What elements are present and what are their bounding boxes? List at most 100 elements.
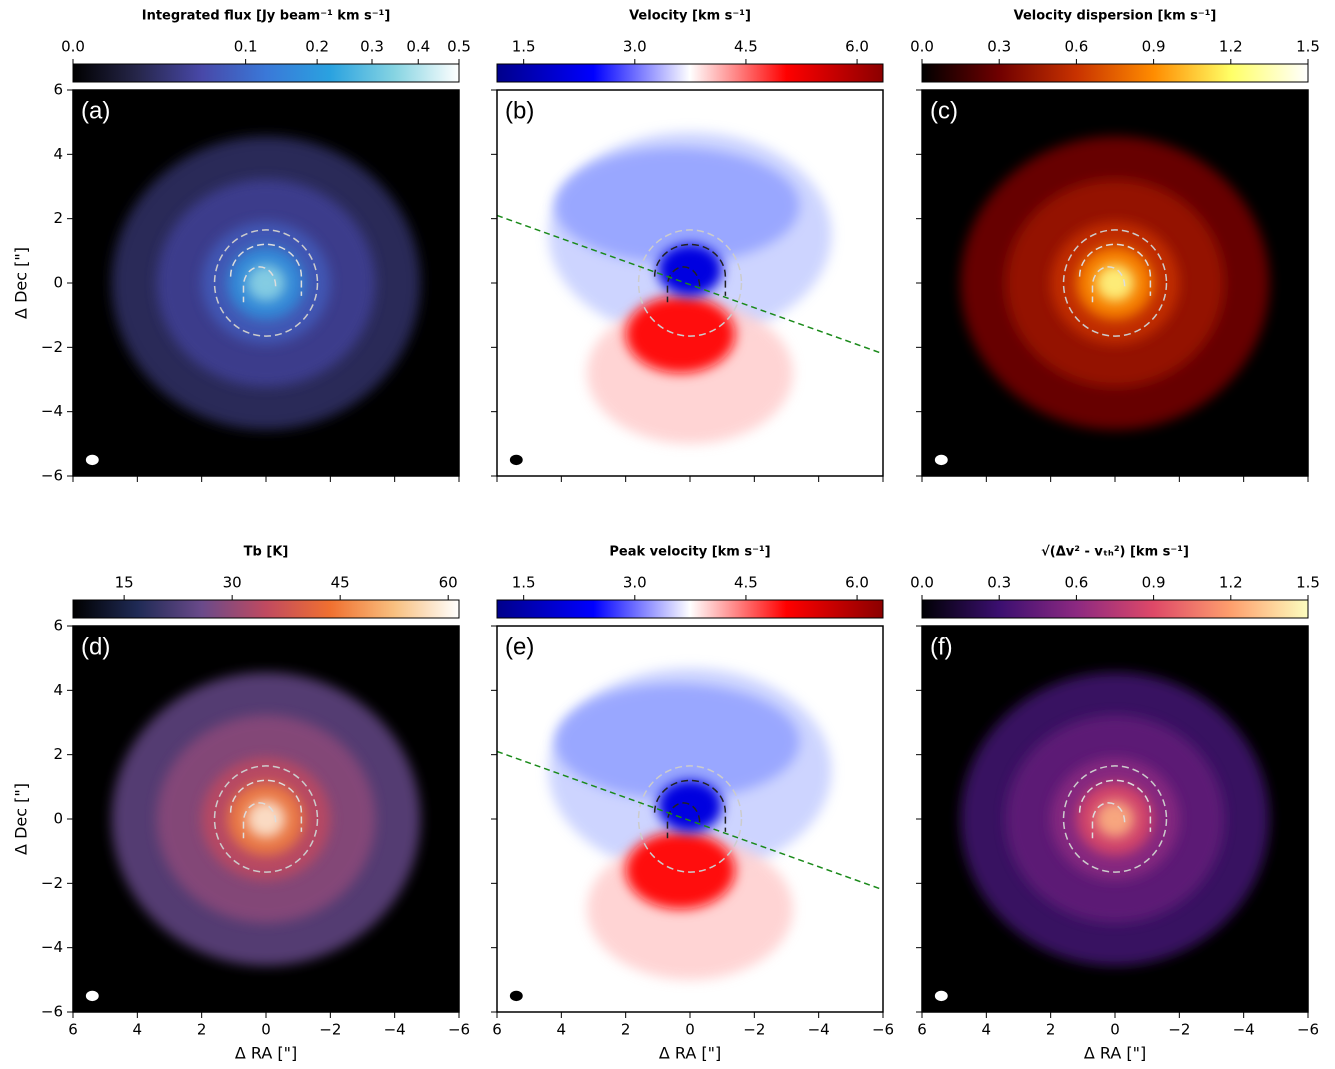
image	[922, 626, 1308, 1012]
contour	[229, 779, 303, 839]
contour	[653, 243, 727, 303]
colorbar-title: Velocity dispersion [km s⁻¹]	[1014, 9, 1217, 24]
colorbar-tick-label: 6.0	[845, 574, 869, 592]
emission	[246, 800, 286, 838]
position-angle-line	[497, 750, 883, 891]
contour	[213, 765, 319, 873]
contour	[1078, 779, 1152, 839]
image	[73, 626, 459, 1012]
x-tick-label: 2	[197, 1021, 207, 1039]
colorbar-title: √(Δv² - vₜₕ²) [km s⁻¹]	[1041, 545, 1189, 560]
image	[922, 90, 1308, 476]
x-axis-label: Δ RA ["]	[235, 1044, 297, 1063]
beam	[934, 990, 948, 1002]
contour	[213, 229, 319, 337]
colorbar-tick-label: 0.1	[234, 38, 258, 56]
y-tick-label: 2	[53, 745, 63, 763]
colorbar-tick-label: 0.0	[61, 38, 85, 56]
emission	[554, 147, 800, 264]
colorbar-tick-label: 60	[439, 574, 458, 592]
x-tick-label: −4	[384, 1021, 406, 1039]
beam	[934, 454, 948, 466]
beam	[85, 990, 99, 1002]
y-tick-label: −6	[41, 1003, 63, 1021]
colorbar-tick-label: 4.5	[734, 38, 758, 56]
position-angle-line	[497, 214, 883, 355]
colorbar-tick-label: 0.3	[987, 574, 1011, 592]
colorbar-tick-label: 3.0	[623, 38, 647, 56]
beam	[85, 454, 99, 466]
y-tick-label: 0	[53, 810, 63, 828]
colorbar-tick-label: 0.3	[987, 38, 1011, 56]
panel-label: (f)	[930, 633, 953, 660]
colorbar	[496, 599, 884, 619]
colorbar-tick-label: 0.9	[1142, 574, 1166, 592]
emission	[1095, 800, 1135, 838]
colorbar	[921, 599, 1309, 619]
x-tick-label: 6	[917, 1021, 927, 1039]
x-tick-label: −4	[808, 1021, 830, 1039]
colorbar-tick-label: 6.0	[845, 38, 869, 56]
contour	[637, 765, 743, 873]
x-tick-label: 4	[557, 1021, 567, 1039]
colorbar-tick-label: 0.0	[910, 574, 934, 592]
panel-label: (a)	[81, 97, 110, 124]
emission	[657, 244, 723, 296]
contour	[1078, 243, 1152, 303]
emission	[246, 264, 286, 302]
y-tick-label: 4	[53, 145, 63, 163]
colorbar	[72, 63, 460, 83]
contour	[1062, 229, 1168, 337]
y-tick-label: −4	[41, 402, 63, 420]
x-tick-label: −4	[1233, 1021, 1255, 1039]
x-tick-label: −2	[1168, 1021, 1190, 1039]
colorbar-tick-label: 3.0	[623, 574, 647, 592]
contour	[653, 779, 727, 839]
y-tick-label: −6	[41, 467, 63, 485]
x-tick-label: 4	[982, 1021, 992, 1039]
emission	[657, 780, 723, 832]
colorbar-tick-label: 0.5	[447, 38, 471, 56]
colorbar	[72, 599, 460, 619]
x-tick-label: 0	[1110, 1021, 1120, 1039]
beam	[509, 990, 523, 1002]
colorbar	[496, 63, 884, 83]
colorbar-tick-label: 4.5	[734, 574, 758, 592]
colorbar	[921, 63, 1309, 83]
colorbar-tick-label: 1.5	[1296, 574, 1320, 592]
colorbar-title: Peak velocity [km s⁻¹]	[609, 545, 770, 560]
colorbar-tick-label: 45	[331, 574, 350, 592]
contour	[637, 229, 743, 337]
emission	[1095, 264, 1135, 302]
image	[73, 90, 459, 476]
colorbar-tick-label: 0.0	[910, 38, 934, 56]
beam	[509, 454, 523, 466]
x-axis-label: Δ RA ["]	[659, 1044, 721, 1063]
x-tick-label: −6	[448, 1021, 470, 1039]
x-tick-label: −6	[1297, 1021, 1319, 1039]
colorbar-tick-label: 0.2	[305, 38, 329, 56]
x-tick-label: 6	[492, 1021, 502, 1039]
colorbar-title: Integrated flux [Jy beam⁻¹ km s⁻¹]	[142, 9, 391, 24]
y-tick-label: −4	[41, 938, 63, 956]
colorbar-tick-label: 0.9	[1142, 38, 1166, 56]
x-tick-label: 6	[68, 1021, 78, 1039]
contour	[229, 243, 303, 303]
x-tick-label: 4	[133, 1021, 143, 1039]
panel-label: (c)	[930, 97, 958, 124]
colorbar-tick-label: 0.3	[360, 38, 384, 56]
colorbar-tick-label: 1.2	[1219, 574, 1243, 592]
y-tick-label: 6	[53, 617, 63, 635]
y-tick-label: 0	[53, 274, 63, 292]
y-tick-label: −2	[41, 874, 63, 892]
y-tick-label: 6	[53, 81, 63, 99]
x-tick-label: 2	[621, 1021, 631, 1039]
emission	[554, 683, 800, 800]
x-tick-label: 0	[261, 1021, 271, 1039]
contour	[1062, 765, 1168, 873]
colorbar-title: Tb [K]	[244, 545, 289, 560]
image	[497, 626, 883, 1012]
colorbar-tick-label: 0.6	[1064, 574, 1088, 592]
y-tick-label: 4	[53, 681, 63, 699]
colorbar-tick-label: 15	[115, 574, 134, 592]
